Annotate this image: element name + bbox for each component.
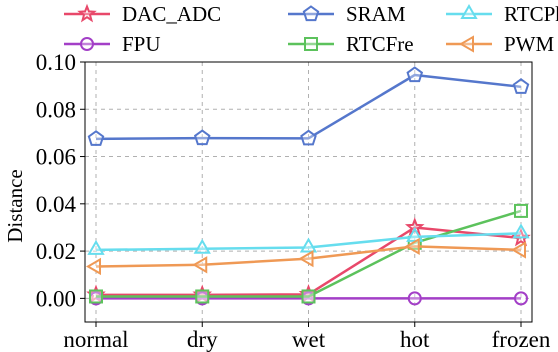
data-point-rtcpha-dry xyxy=(193,238,211,254)
x-tick-label-dry: dry xyxy=(187,327,218,352)
legend-item-fpu: FPU xyxy=(64,32,161,56)
legend-label: RTCPha xyxy=(504,2,558,26)
y-tick-label: 0.00 xyxy=(36,286,76,311)
legend-marker-sram xyxy=(302,5,320,22)
legend-label: DAC_ADC xyxy=(122,2,221,26)
legend-item-sram: SRAM xyxy=(288,2,406,26)
legend-label: SRAM xyxy=(346,2,406,26)
data-point-sram-wet xyxy=(300,129,317,146)
series-line-rtcfre xyxy=(96,209,522,298)
series-fpu xyxy=(89,291,528,306)
grid xyxy=(85,61,532,322)
x-axis-ticks: normal dry wet hot frozen xyxy=(63,322,551,352)
series-layer xyxy=(85,66,531,306)
data-point-pwm-dry xyxy=(192,256,208,274)
data-point-sram-dry xyxy=(193,129,211,146)
data-point-sram-frozen xyxy=(512,78,530,94)
series-sram xyxy=(87,66,530,146)
series-rtcpha xyxy=(87,223,530,255)
x-tick-label-hot: hot xyxy=(400,327,430,352)
legend-marker-dac-adc xyxy=(77,3,97,23)
y-tick-label: 0.06 xyxy=(36,145,76,170)
data-point-rtcfre-wet xyxy=(301,289,316,304)
legend: DAC_ADC FPU SRAM RTCFre RTCPha PWM xyxy=(64,2,558,56)
data-point-pwm-hot xyxy=(404,237,420,256)
x-tick-label-wet: wet xyxy=(292,327,326,352)
data-point-fpu-hot xyxy=(407,291,422,306)
legend-marker-fpu xyxy=(80,37,94,51)
x-tick-label-frozen: frozen xyxy=(492,327,551,352)
y-tick-label: 0.08 xyxy=(36,97,76,122)
data-point-rtcpha-frozen xyxy=(512,223,530,239)
series-line-pwm xyxy=(95,245,522,268)
legend-item-rtcpha: RTCPha xyxy=(446,2,558,26)
y-axis-label: Distance xyxy=(3,169,27,242)
data-point-rtcpha-normal xyxy=(87,239,105,255)
data-point-sram-hot xyxy=(406,66,424,83)
x-tick-label-normal: normal xyxy=(63,327,128,352)
data-point-pwm-wet xyxy=(298,249,314,268)
legend-label: FPU xyxy=(122,32,161,56)
data-point-rtcfre-normal xyxy=(89,289,103,304)
data-point-pwm-frozen xyxy=(511,241,526,259)
legend-item-dac-adc: DAC_ADC xyxy=(64,2,221,26)
plot-area: 0.00 0.02 0.04 0.06 0.08 0.10 normal dry wet hot… xyxy=(36,50,551,352)
series-line-sram xyxy=(95,73,522,141)
data-point-pwm-normal xyxy=(85,257,101,276)
data-point-sram-normal xyxy=(87,130,105,146)
data-point-rtcfre-dry xyxy=(195,289,210,304)
legend-label: RTCFre xyxy=(346,32,414,56)
legend-item-rtcfre: RTCFre xyxy=(288,32,414,56)
data-point-fpu-frozen xyxy=(514,291,528,306)
legend-marker-pwm xyxy=(459,35,474,53)
legend-marker-rtcpha xyxy=(460,4,478,19)
legend-item-pwm: PWM xyxy=(446,32,555,56)
legend-label: PWM xyxy=(504,32,555,56)
legend-marker-rtcfre xyxy=(304,37,318,51)
series-line-rtcpha xyxy=(95,232,522,252)
series-pwm xyxy=(85,237,526,276)
data-point-rtcpha-wet xyxy=(299,237,318,253)
y-axis-ticks: 0.00 0.02 0.04 0.06 0.08 0.10 xyxy=(36,50,85,311)
y-tick-label: 0.10 xyxy=(36,50,76,75)
y-tick-label: 0.02 xyxy=(36,239,76,264)
y-tick-label: 0.04 xyxy=(36,192,77,217)
data-point-rtcfre-frozen xyxy=(514,203,528,218)
